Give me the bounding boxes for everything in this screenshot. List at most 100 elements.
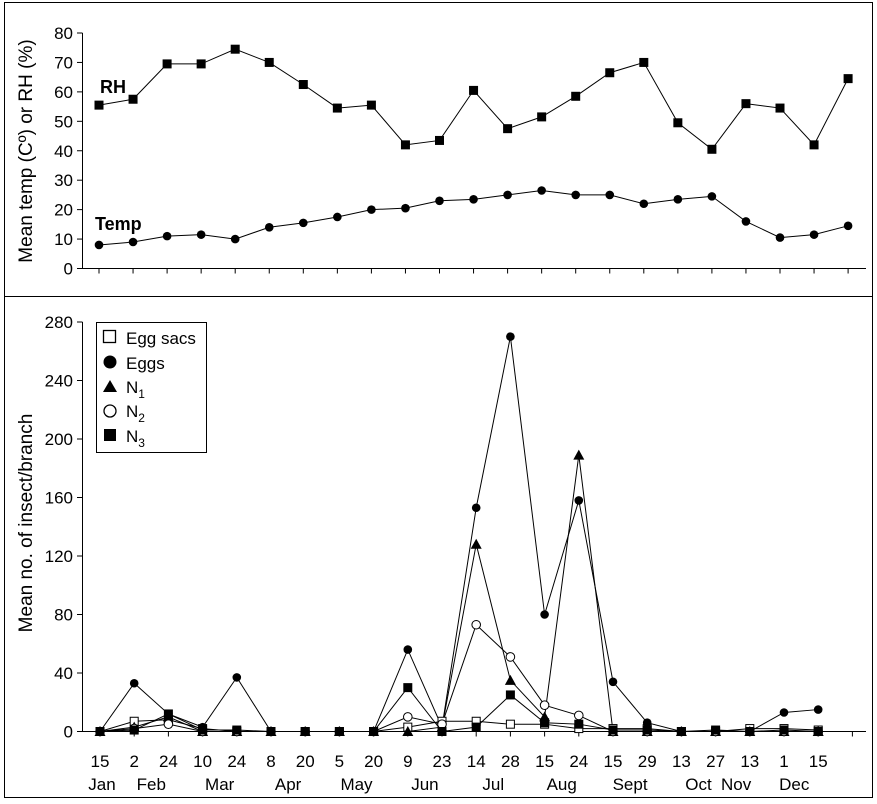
legend-label-n1: N1 bbox=[126, 378, 145, 401]
point-eggs bbox=[642, 718, 652, 728]
x-date-label: 13 bbox=[672, 752, 691, 771]
point-rh bbox=[537, 112, 547, 122]
x-date-label: 15 bbox=[809, 752, 828, 771]
point-n2 bbox=[163, 719, 174, 729]
x-date-label: 20 bbox=[296, 752, 315, 771]
top-chart: Mean temp (Cº) or RH (%) 0 10 20 30 40 50 60 70… bbox=[16, 24, 866, 279]
x-date-label: 8 bbox=[266, 752, 275, 771]
point-temp bbox=[162, 231, 172, 241]
x-month-label: Dec bbox=[779, 775, 810, 794]
point-temp bbox=[230, 234, 240, 244]
series-line-eggs bbox=[99, 336, 819, 732]
legend-marker-n3 bbox=[104, 429, 116, 441]
x-month-label: Nov bbox=[721, 775, 752, 794]
point-n3 bbox=[369, 727, 379, 736]
point-n2 bbox=[471, 619, 482, 630]
x-month-label: Oct bbox=[685, 775, 712, 794]
x-month-label: Sept bbox=[613, 775, 648, 794]
point-temp bbox=[469, 195, 478, 204]
point-rh bbox=[366, 100, 376, 110]
point-n3 bbox=[334, 727, 344, 736]
x-date-label: 24 bbox=[569, 752, 588, 771]
legend-label-n1-base: N bbox=[126, 378, 138, 397]
top-y-axis-label: Mean temp (Cº) or RH (%) bbox=[16, 39, 37, 262]
x-month-label: Apr bbox=[275, 775, 302, 794]
bottom-y-ticks: 0 40 80 120 160 200 240 280 bbox=[45, 313, 83, 742]
bottom-y-tick-label: 0 bbox=[64, 723, 73, 742]
point-rh bbox=[605, 68, 615, 78]
x-date-labels: 15 2 24 10 24 8 20 5 20 9 23 14 28 15 24 15 29 13 27 13 1 15 bbox=[91, 752, 828, 771]
bottom-y-axis-label: Mean no. of insect/branch bbox=[16, 414, 37, 633]
bottom-y-tick-label: 120 bbox=[45, 547, 73, 566]
point-eggs bbox=[403, 645, 413, 654]
point-n1 bbox=[573, 449, 585, 460]
point-rh bbox=[741, 99, 751, 109]
point-n3 bbox=[608, 725, 618, 735]
point-temp bbox=[367, 205, 376, 214]
x-date-label: 14 bbox=[467, 752, 486, 771]
bottom-y-tick-label: 280 bbox=[45, 313, 73, 332]
point-n1 bbox=[470, 538, 482, 549]
point-temp bbox=[775, 233, 785, 242]
legend-label-n3: N3 bbox=[126, 427, 145, 450]
x-month-labels: Jan Feb Mar Apr May Jun Jul Aug Sept Oct Nov Dec bbox=[88, 775, 810, 794]
point-temp bbox=[264, 222, 274, 232]
bottom-y-tick-label: 160 bbox=[45, 489, 73, 508]
point-temp bbox=[605, 190, 615, 200]
top-y-tick-label: 70 bbox=[54, 53, 73, 72]
point-eggs bbox=[779, 708, 789, 717]
point-n3 bbox=[676, 727, 686, 736]
point-n3 bbox=[574, 719, 584, 729]
top-y-tick-label: 40 bbox=[54, 142, 73, 161]
x-month-label: Jan bbox=[88, 775, 115, 794]
x-month-label: Aug bbox=[547, 775, 577, 794]
x-date-label: 13 bbox=[740, 752, 759, 771]
bottom-series-group bbox=[94, 332, 824, 737]
point-rh bbox=[435, 135, 444, 145]
point-n3 bbox=[403, 683, 413, 693]
point-rh bbox=[775, 103, 785, 113]
point-rh bbox=[264, 57, 274, 67]
point-n3 bbox=[642, 725, 652, 735]
x-date-label: 28 bbox=[501, 752, 520, 771]
point-eggs bbox=[813, 705, 823, 714]
series-line-rh bbox=[98, 48, 849, 150]
bottom-x-ticks bbox=[99, 731, 853, 737]
legend-marker-eggs bbox=[103, 355, 117, 369]
top-y-tick-label: 30 bbox=[54, 171, 73, 190]
point-rh bbox=[707, 144, 717, 154]
point-rh bbox=[639, 57, 649, 67]
point-rh bbox=[469, 85, 479, 95]
point-temp bbox=[196, 230, 206, 239]
point-n2 bbox=[574, 710, 584, 721]
x-month-label: May bbox=[340, 775, 373, 794]
bottom-y-tick-label: 240 bbox=[45, 372, 73, 391]
x-date-label: 20 bbox=[364, 752, 383, 771]
point-n1 bbox=[504, 674, 516, 685]
series-label-temp: Temp bbox=[95, 214, 142, 234]
x-date-label: 27 bbox=[706, 752, 725, 771]
point-eggs bbox=[608, 677, 618, 687]
point-n3 bbox=[745, 727, 755, 736]
point-n3 bbox=[266, 727, 276, 736]
point-n3 bbox=[163, 709, 173, 719]
point-n3 bbox=[437, 727, 447, 736]
point-rh bbox=[571, 91, 581, 101]
point-rh bbox=[503, 124, 513, 134]
point-temp bbox=[503, 190, 512, 200]
x-date-label: 15 bbox=[604, 752, 623, 771]
point-temp bbox=[741, 217, 751, 226]
point-eggs bbox=[129, 678, 139, 688]
x-month-label: Mar bbox=[205, 775, 235, 794]
point-n3 bbox=[711, 725, 721, 735]
legend-label-n3-base: N bbox=[126, 427, 138, 446]
x-date-label: 9 bbox=[403, 752, 412, 771]
legend-label-eggs: Eggs bbox=[126, 354, 165, 373]
point-n3 bbox=[471, 722, 481, 732]
point-temp bbox=[707, 192, 717, 201]
point-n3 bbox=[540, 718, 550, 728]
x-date-label: 24 bbox=[227, 752, 246, 771]
point-eggs bbox=[540, 610, 549, 619]
x-month-label: Jun bbox=[411, 775, 438, 794]
